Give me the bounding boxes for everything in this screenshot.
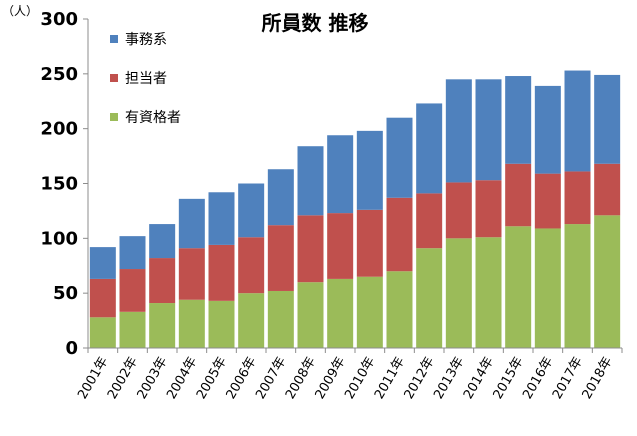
bar-2015年-series-1 — [505, 163, 532, 227]
bar-2010年-series-0 — [356, 276, 383, 348]
bar-2015年-series-2 — [505, 76, 532, 164]
bar-2016年-series-2 — [534, 85, 561, 174]
y-tick-label-5: 250 — [40, 64, 78, 85]
bar-2002年-series-1 — [119, 269, 146, 312]
bar-2014年-series-2 — [475, 79, 502, 181]
y-tick-label-3: 150 — [40, 174, 78, 195]
bar-2007年-series-2 — [267, 169, 294, 226]
bar-2017年-series-2 — [564, 70, 591, 172]
chart-title: 所員数 推移 — [262, 11, 369, 35]
bar-2009年-series-0 — [327, 278, 354, 348]
bar-2012年-series-1 — [416, 193, 443, 249]
bar-2010年-series-2 — [356, 130, 383, 210]
bar-2003年-series-1 — [149, 258, 176, 304]
bar-2015年-series-0 — [505, 226, 532, 348]
bar-2016年-series-0 — [534, 228, 561, 348]
bar-2016年-series-1 — [534, 173, 561, 229]
y-tick-label-1: 50 — [53, 283, 78, 304]
bar-2003年-series-0 — [149, 303, 176, 348]
legend-swatch-1 — [110, 74, 118, 82]
x-tick-labels: 2001年2002年2003年2004年2005年2006年2007年2008年… — [75, 355, 615, 402]
bar-2018年-series-1 — [594, 163, 621, 216]
legend-swatch-0 — [110, 35, 118, 43]
bar-2014年-series-0 — [475, 237, 502, 348]
bar-2009年-series-1 — [327, 213, 354, 279]
bar-2008年-series-2 — [297, 146, 324, 216]
y-tick-label-0: 0 — [65, 338, 78, 359]
bar-2001年-series-0 — [89, 317, 116, 348]
y-tick-labels: 0 50 100 150 200 250 300 — [40, 9, 78, 359]
bar-2018年-series-2 — [594, 74, 621, 164]
bars — [89, 70, 621, 348]
bar-2005年-series-2 — [208, 192, 235, 245]
bar-2003年-series-2 — [149, 224, 176, 259]
bar-2004年-series-1 — [178, 248, 205, 300]
bar-2004年-series-2 — [178, 198, 205, 249]
bar-2007年-series-0 — [267, 290, 294, 348]
bar-2008年-series-0 — [297, 282, 324, 348]
bar-2006年-series-0 — [238, 293, 265, 348]
y-tick-label-6: 300 — [40, 9, 78, 30]
axes — [83, 18, 623, 353]
bar-2017年-series-1 — [564, 171, 591, 225]
bar-2012年-series-2 — [416, 103, 443, 194]
bar-2010年-series-1 — [356, 209, 383, 277]
bar-2011年-series-2 — [386, 117, 413, 198]
legend-label-1: 担当者 — [125, 71, 167, 87]
bar-2013年-series-0 — [445, 238, 472, 348]
bar-2018年-series-0 — [594, 215, 621, 348]
bar-2005年-series-0 — [208, 300, 235, 348]
y-axis-unit-label: （人） — [2, 4, 38, 18]
bar-2017年-series-0 — [564, 224, 591, 348]
legend-swatch-2 — [110, 113, 118, 121]
y-tick-label-2: 100 — [40, 228, 78, 249]
bar-2013年-series-2 — [445, 79, 472, 183]
bar-2001年-series-2 — [89, 247, 116, 279]
bar-2004年-series-0 — [178, 299, 205, 348]
bar-2007年-series-1 — [267, 225, 294, 291]
bar-2009年-series-2 — [327, 135, 354, 214]
bar-2005年-series-1 — [208, 244, 235, 301]
bar-2014年-series-1 — [475, 180, 502, 238]
legend-label-2: 有資格者 — [125, 110, 181, 126]
bar-2002年-series-0 — [119, 311, 146, 348]
bar-2013年-series-1 — [445, 182, 472, 239]
bar-2001年-series-1 — [89, 278, 116, 318]
bar-2011年-series-0 — [386, 271, 413, 348]
bar-2012年-series-0 — [416, 248, 443, 348]
bar-2011年-series-1 — [386, 197, 413, 272]
bar-2002年-series-2 — [119, 236, 146, 270]
y-tick-label-4: 200 — [40, 119, 78, 140]
legend-label-0: 事務系 — [125, 32, 167, 48]
bar-2006年-series-2 — [238, 183, 265, 238]
bar-2006年-series-1 — [238, 237, 265, 294]
bar-2008年-series-1 — [297, 215, 324, 283]
